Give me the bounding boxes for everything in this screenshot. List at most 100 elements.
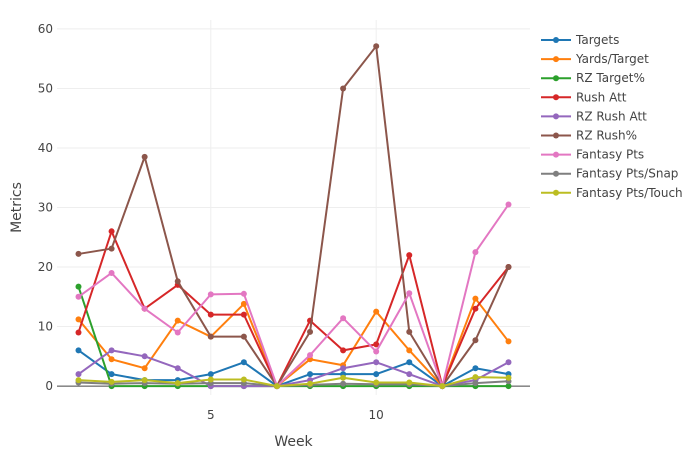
- data-point[interactable]: [174, 365, 181, 372]
- data-point[interactable]: [108, 347, 115, 354]
- data-point[interactable]: [174, 329, 181, 336]
- legend-item-rush-att[interactable]: Rush Att: [541, 90, 627, 104]
- data-point[interactable]: [472, 249, 479, 256]
- data-point[interactable]: [75, 371, 82, 378]
- data-point[interactable]: [307, 371, 314, 378]
- data-point[interactable]: [207, 291, 214, 298]
- data-point[interactable]: [340, 315, 347, 322]
- legend-label: RZ Rush Att: [576, 109, 647, 123]
- data-point[interactable]: [174, 278, 181, 285]
- data-point[interactable]: [75, 347, 82, 354]
- data-point[interactable]: [340, 85, 347, 92]
- data-point[interactable]: [505, 374, 512, 381]
- legend-item-fantasy-pts-touch[interactable]: Fantasy Pts/Touch: [541, 186, 683, 200]
- y-tick-label-30: 30: [38, 201, 53, 215]
- data-point[interactable]: [108, 269, 115, 276]
- data-point[interactable]: [406, 379, 413, 386]
- data-point[interactable]: [505, 338, 512, 345]
- data-point[interactable]: [472, 305, 479, 312]
- legend-item-targets[interactable]: Targets: [541, 33, 619, 47]
- data-point[interactable]: [505, 383, 512, 390]
- data-point[interactable]: [207, 371, 214, 378]
- data-point[interactable]: [240, 290, 247, 297]
- legend-item-fantasy-pts[interactable]: Fantasy Pts: [541, 148, 644, 162]
- data-point[interactable]: [373, 308, 380, 315]
- data-point[interactable]: [505, 264, 512, 271]
- data-point[interactable]: [240, 300, 247, 307]
- data-point[interactable]: [340, 347, 347, 354]
- data-point[interactable]: [406, 290, 413, 297]
- legend-label: Targets: [575, 33, 619, 47]
- data-point[interactable]: [141, 305, 148, 312]
- data-point[interactable]: [373, 348, 380, 355]
- data-point[interactable]: [75, 377, 82, 384]
- data-point[interactable]: [141, 153, 148, 160]
- data-point[interactable]: [141, 377, 148, 384]
- legend-swatch-marker: [553, 56, 559, 63]
- x-tick-label-10: 10: [369, 408, 384, 422]
- data-point[interactable]: [108, 245, 115, 252]
- data-point[interactable]: [75, 329, 82, 336]
- data-point[interactable]: [141, 353, 148, 360]
- data-point[interactable]: [472, 365, 479, 372]
- data-point[interactable]: [472, 295, 479, 302]
- y-axis-title: Metrics: [9, 182, 25, 233]
- series-line: [78, 45, 510, 388]
- data-point[interactable]: [75, 283, 82, 290]
- data-point[interactable]: [406, 371, 413, 378]
- data-point[interactable]: [174, 380, 181, 387]
- data-point[interactable]: [108, 371, 115, 378]
- data-point[interactable]: [307, 352, 314, 359]
- data-point[interactable]: [75, 250, 82, 257]
- data-point[interactable]: [505, 201, 512, 208]
- data-point[interactable]: [472, 380, 479, 387]
- data-point[interactable]: [472, 374, 479, 381]
- data-point[interactable]: [373, 43, 380, 50]
- legend-item-rz-target-[interactable]: RZ Target%: [541, 71, 645, 85]
- data-point[interactable]: [141, 365, 148, 372]
- legend-item-rz-rush-[interactable]: RZ Rush%: [541, 129, 637, 143]
- data-point[interactable]: [207, 376, 214, 383]
- data-point[interactable]: [307, 380, 314, 387]
- data-point[interactable]: [240, 359, 247, 366]
- data-point[interactable]: [174, 317, 181, 324]
- data-point[interactable]: [75, 316, 82, 323]
- tick-labels: 0 10 20 30 40 50 60 5 10: [38, 22, 384, 422]
- data-point[interactable]: [406, 328, 413, 335]
- series-rz-rush-: [75, 43, 512, 390]
- data-point[interactable]: [373, 379, 380, 386]
- legend-item-rz-rush-att[interactable]: RZ Rush Att: [541, 109, 647, 123]
- data-point[interactable]: [240, 376, 247, 383]
- data-point[interactable]: [340, 380, 347, 387]
- data-point[interactable]: [307, 328, 314, 335]
- legend-item-fantasy-pts-snap[interactable]: Fantasy Pts/Snap: [541, 167, 678, 181]
- data-point[interactable]: [240, 333, 247, 340]
- legend-swatch-marker: [553, 170, 559, 177]
- y-tick-label-10: 10: [38, 320, 53, 334]
- data-point[interactable]: [373, 371, 380, 378]
- data-point[interactable]: [406, 252, 413, 259]
- data-point[interactable]: [439, 383, 446, 390]
- data-point[interactable]: [108, 356, 115, 363]
- data-point[interactable]: [207, 333, 214, 340]
- data-point[interactable]: [472, 337, 479, 344]
- data-point[interactable]: [373, 359, 380, 366]
- legend: Targets Yards/Target RZ Target% Rush Att RZ …: [541, 33, 683, 200]
- data-point[interactable]: [240, 311, 247, 318]
- data-point[interactable]: [406, 359, 413, 366]
- data-point[interactable]: [340, 374, 347, 381]
- data-point[interactable]: [340, 365, 347, 372]
- legend-swatch-marker: [553, 189, 559, 196]
- data-point[interactable]: [75, 293, 82, 300]
- data-point[interactable]: [108, 228, 115, 235]
- y-tick-label-50: 50: [38, 81, 53, 95]
- data-point[interactable]: [406, 347, 413, 354]
- data-point[interactable]: [505, 359, 512, 366]
- data-point[interactable]: [207, 311, 214, 318]
- data-point[interactable]: [273, 383, 280, 390]
- data-point[interactable]: [108, 378, 115, 385]
- data-point[interactable]: [373, 341, 380, 348]
- legend-item-yards-target[interactable]: Yards/Target: [541, 52, 649, 66]
